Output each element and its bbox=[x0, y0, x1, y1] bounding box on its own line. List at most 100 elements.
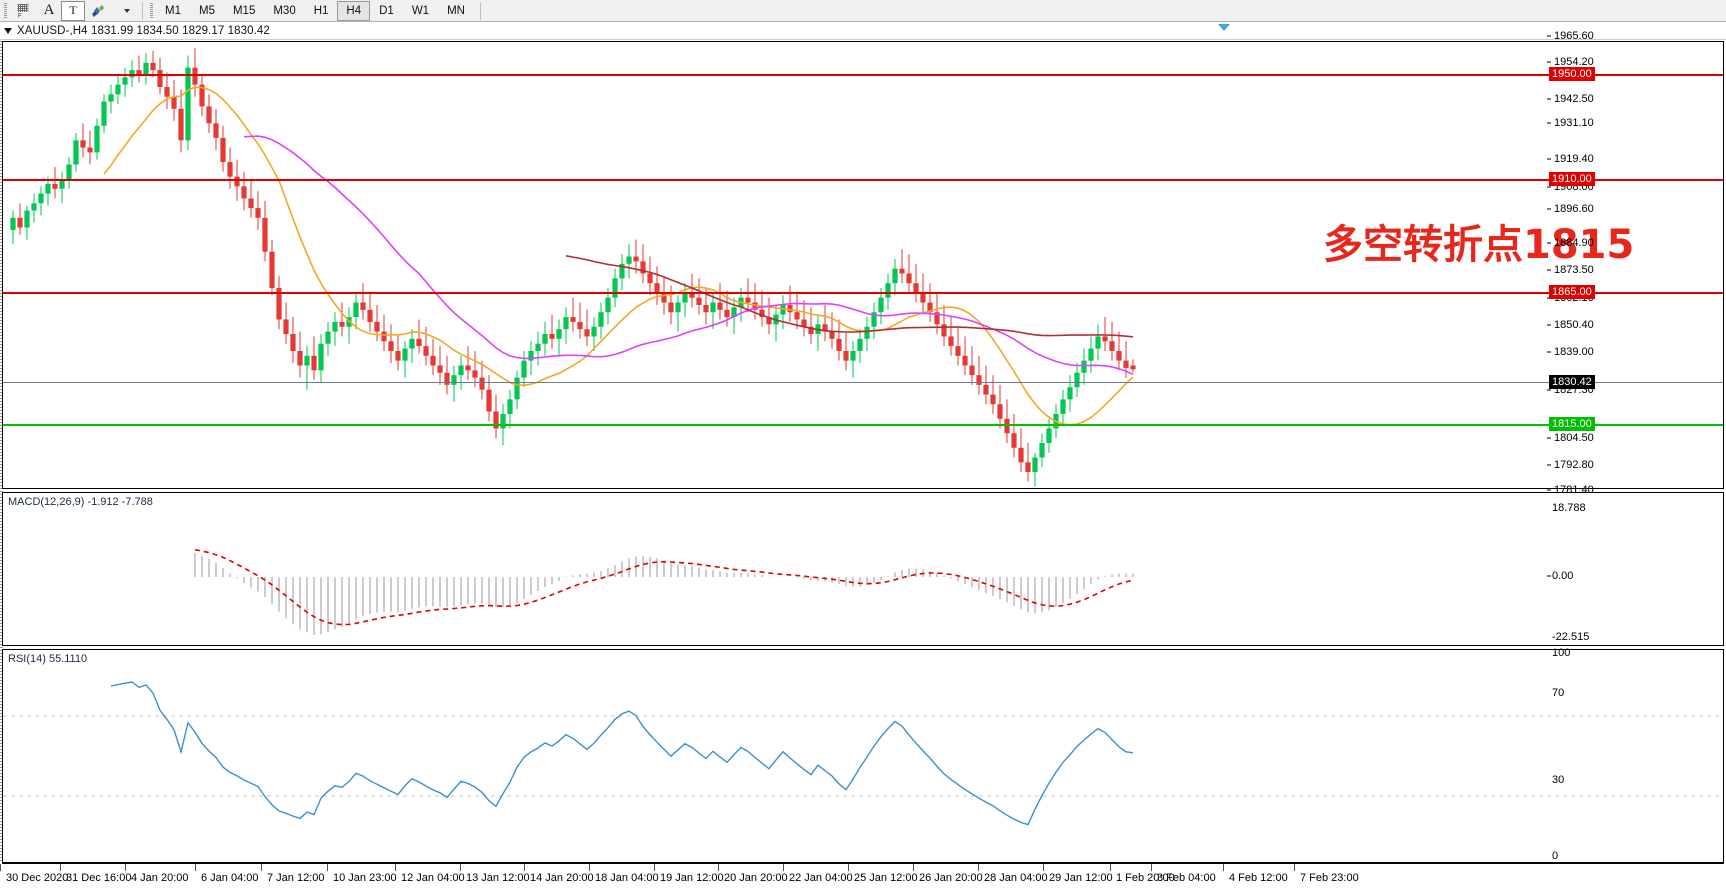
time-axis-separator bbox=[1151, 864, 1152, 871]
price-axis-tick bbox=[1547, 98, 1551, 100]
time-axis-separator bbox=[913, 864, 914, 871]
price-axis-tick bbox=[1547, 437, 1551, 439]
chart-annotation-text: 多空转折点1815 bbox=[1323, 222, 1635, 268]
time-axis-separator bbox=[654, 864, 655, 871]
price-axis-tick bbox=[1547, 35, 1551, 37]
timeframe-h4[interactable]: H4 bbox=[337, 0, 371, 21]
text-a-icon[interactable]: A bbox=[43, 2, 55, 18]
price-axis-label: 1884.90 bbox=[1554, 237, 1594, 249]
rsi-panel[interactable]: RSI(14) 55.1110 bbox=[2, 649, 1724, 863]
price-chart-panel[interactable]: 多空转折点1815 bbox=[2, 41, 1724, 489]
time-axis-separator bbox=[327, 864, 328, 871]
time-axis-label: 18 Jan 04:00 bbox=[595, 872, 659, 884]
level-line-1815[interactable] bbox=[3, 424, 1723, 426]
price-axis-label: 1804.50 bbox=[1554, 432, 1594, 444]
timeframe-m30[interactable]: M30 bbox=[273, 4, 296, 17]
chart-shift-marker-icon[interactable] bbox=[1218, 24, 1230, 31]
time-axis[interactable]: 30 Dec 2020 31 Dec 16:00 4 Jan 20:00 6 Jan … bbox=[0, 863, 1724, 890]
timeframe-h1[interactable]: H1 bbox=[313, 4, 329, 17]
time-axis-label: 26 Jan 20:00 bbox=[919, 872, 983, 884]
time-axis-label: 25 Jan 12:00 bbox=[854, 872, 918, 884]
rsi-axis-label: 70 bbox=[1552, 687, 1565, 699]
time-axis-label: 7 Jan 12:00 bbox=[267, 872, 325, 884]
price-axis-tick bbox=[1547, 464, 1551, 466]
price-axis-tick bbox=[1547, 242, 1551, 244]
time-axis-label: 31 Dec 16:00 bbox=[66, 872, 132, 884]
level-line-1950[interactable] bbox=[3, 74, 1723, 76]
toolbar-drag-handle[interactable] bbox=[0, 1, 10, 21]
time-axis-label: 14 Jan 20:00 bbox=[530, 872, 594, 884]
current-price-line bbox=[3, 382, 1723, 383]
time-axis-separator bbox=[783, 864, 784, 871]
price-axis-label: 1873.50 bbox=[1554, 264, 1594, 276]
macd-panel[interactable]: MACD(12,26,9) -1.912 -7.788 bbox=[2, 492, 1724, 646]
macd-axis-tick bbox=[1547, 575, 1551, 577]
time-axis-separator bbox=[1294, 864, 1295, 871]
timeframe-m1[interactable]: M1 bbox=[165, 4, 181, 17]
price-axis-tick bbox=[1547, 269, 1551, 271]
price-axis-label: 1850.40 bbox=[1554, 319, 1594, 331]
price-series-svg bbox=[10, 48, 1136, 487]
level-line-1910[interactable] bbox=[3, 179, 1723, 181]
price-axis-pill[interactable]: 1815.00 bbox=[1549, 417, 1595, 431]
text-label-icon[interactable]: T bbox=[61, 0, 85, 21]
time-axis-label: 22 Jan 04:00 bbox=[789, 872, 853, 884]
timeframe-w1[interactable]: W1 bbox=[411, 4, 430, 17]
templates-dropdown-caret[interactable] bbox=[114, 1, 138, 21]
time-axis-separator bbox=[125, 864, 126, 871]
price-axis-pill[interactable]: 1865.00 bbox=[1549, 285, 1595, 299]
rsi-axis-label: 0 bbox=[1552, 850, 1559, 862]
price-axis-label: 1931.10 bbox=[1554, 117, 1594, 129]
price-axis-label: 1839.00 bbox=[1554, 346, 1594, 358]
time-axis-label: 4 Feb 12:00 bbox=[1229, 872, 1288, 884]
price-axis-label: 1965.60 bbox=[1554, 30, 1594, 42]
time-axis-label: 7 Feb 23:00 bbox=[1300, 872, 1359, 884]
price-axis-pill[interactable]: 1910.00 bbox=[1549, 172, 1595, 186]
level-line-1865[interactable] bbox=[3, 292, 1723, 294]
time-axis-separator bbox=[195, 864, 196, 871]
right-axis-column[interactable]: 1965.60 1954.20 1942.50 1931.10 1919.40 1908.… bbox=[1547, 0, 1726, 890]
price-axis-tick bbox=[1547, 122, 1551, 124]
macd-title: MACD(12,26,9) -1.912 -7.788 bbox=[8, 496, 153, 508]
timeframe-mn[interactable]: MN bbox=[447, 4, 465, 17]
macd-axis-label: 18.788 bbox=[1552, 502, 1586, 514]
svg-text:F: F bbox=[18, 14, 22, 19]
time-axis-separator bbox=[848, 864, 849, 871]
symbol-ohlc-text: XAUUSD-,H4 1831.99 1834.50 1829.17 1830.… bbox=[17, 24, 270, 37]
price-axis-label: 1954.20 bbox=[1554, 56, 1594, 68]
price-axis-pill[interactable]: 1950.00 bbox=[1549, 67, 1595, 81]
price-axis-pill[interactable]: 1830.42 bbox=[1549, 375, 1595, 389]
price-axis-label: 1919.40 bbox=[1554, 153, 1594, 165]
main-toolbar: F A T M1 M5 M15 M30 H1 H4 D1 W1 MN bbox=[0, 0, 1726, 22]
price-axis-label: 1781.40 bbox=[1554, 484, 1594, 496]
timeframe-drag-handle[interactable] bbox=[147, 2, 156, 20]
time-axis-label: 20 Jan 20:00 bbox=[724, 872, 788, 884]
time-axis-label: 13 Jan 12:00 bbox=[466, 872, 530, 884]
chart-left-grip[interactable] bbox=[0, 41, 3, 863]
symbol-info-bar: XAUUSD-,H4 1831.99 1834.50 1829.17 1830.… bbox=[0, 22, 1726, 40]
macd-plot-area[interactable] bbox=[3, 493, 1723, 645]
timeframe-d1[interactable]: D1 bbox=[379, 4, 394, 17]
timeframe-m5[interactable]: M5 bbox=[198, 4, 215, 17]
price-axis-tick bbox=[1547, 208, 1551, 210]
time-axis-separator bbox=[1043, 864, 1044, 871]
time-axis-separator bbox=[718, 864, 719, 871]
crosshair-f-icon[interactable]: F bbox=[10, 1, 37, 21]
price-axis-tick bbox=[1547, 61, 1551, 63]
timeframe-m15[interactable]: M15 bbox=[232, 4, 256, 17]
time-axis-separator bbox=[261, 864, 262, 871]
price-axis-tick bbox=[1547, 158, 1551, 160]
time-axis-label: 19 Jan 12:00 bbox=[660, 872, 724, 884]
price-axis-tick bbox=[1547, 489, 1551, 491]
time-axis-separator bbox=[460, 864, 461, 871]
templates-icon[interactable] bbox=[85, 1, 114, 21]
rsi-plot-area[interactable] bbox=[3, 650, 1723, 862]
rsi-axis-label: 100 bbox=[1552, 647, 1571, 659]
time-axis-label: 30 Dec 2020 bbox=[6, 872, 69, 884]
time-axis-separator bbox=[0, 864, 1, 871]
time-axis-label: 29 Jan 12:00 bbox=[1049, 872, 1113, 884]
price-plot-area[interactable] bbox=[3, 42, 1723, 488]
rsi-axis-label: 30 bbox=[1552, 774, 1565, 786]
chart-menu-caret-icon[interactable] bbox=[4, 27, 12, 34]
time-axis-label: 12 Jan 04:00 bbox=[401, 872, 465, 884]
